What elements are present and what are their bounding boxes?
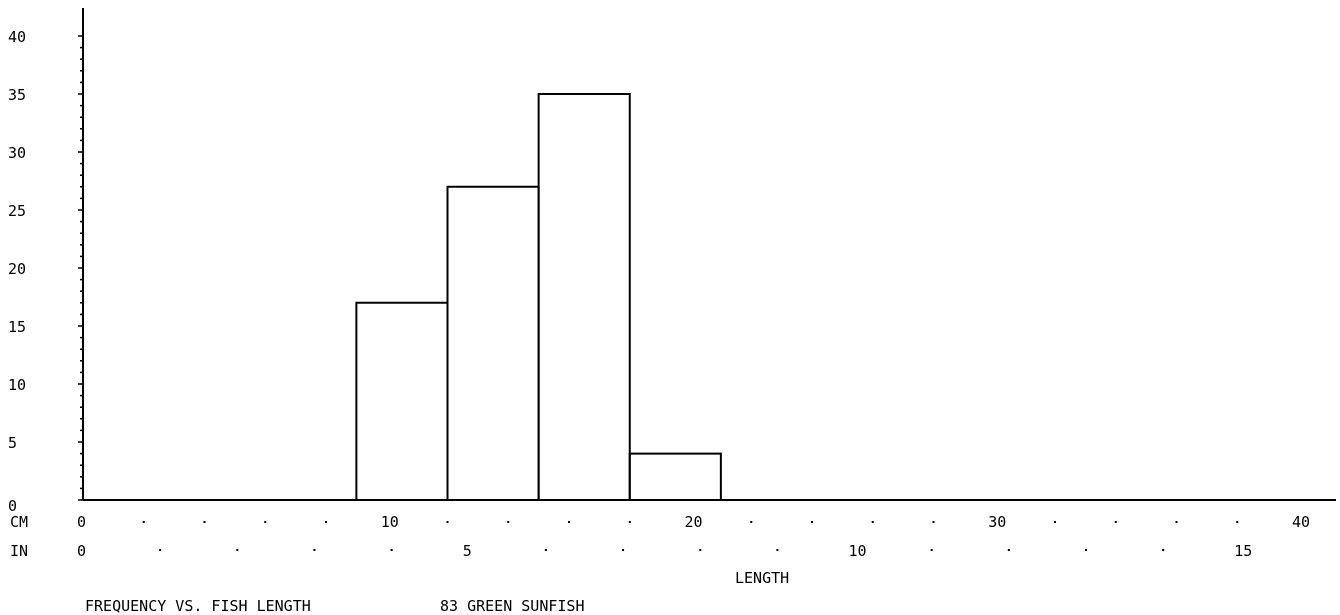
x-tick-label-cm: 0 bbox=[77, 513, 86, 531]
x-in-tick-dot bbox=[159, 549, 162, 551]
x-in-tick-dot bbox=[1007, 549, 1010, 551]
histogram-bar bbox=[355, 301, 449, 500]
x-units-cm-label: CM bbox=[10, 513, 28, 531]
y-tick-label: 10 bbox=[8, 376, 26, 394]
x-axis-title: LENGTH bbox=[735, 569, 789, 587]
x-cm-tick-dot bbox=[568, 521, 570, 523]
y-tick-label: 0 bbox=[8, 497, 17, 515]
histogram-bars bbox=[355, 93, 722, 500]
chart-title: FREQUENCY VS. FISH LENGTH bbox=[85, 597, 311, 615]
x-cm-tick-dot bbox=[142, 521, 145, 523]
x-tick-label-cm: 20 bbox=[685, 513, 703, 531]
x-tick-label-in: 0 bbox=[77, 542, 86, 560]
x-in-tick-dot bbox=[236, 549, 239, 551]
x-cm-tick-dot bbox=[1114, 521, 1117, 523]
x-cm-tick-dot bbox=[1236, 521, 1239, 523]
x-cm-tick-dot bbox=[871, 521, 874, 523]
x-in-tick-dot bbox=[544, 549, 547, 551]
x-tick-label-cm: 40 bbox=[1292, 513, 1310, 531]
x-cm-tick-dot bbox=[932, 521, 935, 523]
x-cm-tick-dot bbox=[507, 521, 510, 523]
histogram-bar bbox=[446, 185, 540, 500]
x-tick-label-cm: 10 bbox=[381, 513, 399, 531]
x-cm-tick-dot bbox=[750, 521, 753, 523]
x-tick-label-in: 10 bbox=[849, 542, 867, 560]
x-cm-tick-dot bbox=[628, 521, 631, 523]
y-tick-label: 40 bbox=[8, 28, 26, 46]
x-in-tick-dot bbox=[1162, 549, 1165, 551]
y-tick-label: 25 bbox=[8, 202, 26, 220]
x-cm-tick-dot bbox=[203, 521, 206, 523]
x-in-tick-dot bbox=[622, 549, 625, 551]
chart-subtitle: 83 GREEN SUNFISH bbox=[440, 597, 585, 615]
chart-labels: CM IN LENGTH FREQUENCY VS. FISH LENGTH 8… bbox=[8, 28, 1310, 615]
x-in-tick-dot bbox=[313, 549, 316, 551]
y-tick-label: 20 bbox=[8, 260, 26, 278]
x-cm-tick-dot bbox=[1054, 521, 1056, 523]
y-tick-label: 15 bbox=[8, 318, 26, 336]
x-cm-tick-dot bbox=[1175, 521, 1178, 523]
x-tick-label-in: 5 bbox=[463, 542, 472, 560]
x-in-tick-dot bbox=[776, 549, 779, 551]
y-tick-label: 35 bbox=[8, 86, 26, 104]
histogram-bar bbox=[628, 452, 722, 500]
x-cm-tick-dot bbox=[264, 521, 267, 523]
x-cm-tick-dot bbox=[811, 521, 813, 523]
x-cm-tick-dot bbox=[446, 521, 449, 523]
y-tick-label: 30 bbox=[8, 144, 26, 162]
x-cm-tick-dot bbox=[325, 521, 327, 523]
x-in-tick-dot bbox=[930, 549, 933, 551]
histogram-bar bbox=[537, 93, 631, 500]
x-in-tick-dot bbox=[1084, 549, 1087, 551]
x-units-in-label: IN bbox=[10, 542, 28, 560]
x-in-tick-dot bbox=[390, 549, 393, 551]
chart-axes bbox=[78, 8, 1336, 551]
x-tick-label-in: 15 bbox=[1234, 542, 1252, 560]
x-tick-label-cm: 30 bbox=[988, 513, 1006, 531]
y-tick-label: 5 bbox=[8, 434, 17, 452]
x-in-tick-dot bbox=[699, 549, 702, 551]
